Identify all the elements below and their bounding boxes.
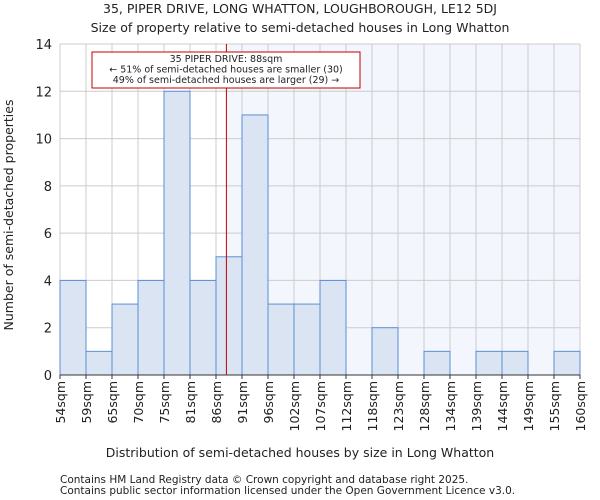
y-tick-label: 14 xyxy=(35,38,52,53)
x-tick-label: 96sqm xyxy=(261,381,276,424)
annotation-box xyxy=(91,51,361,89)
x-tick-label: 134sqm xyxy=(443,381,458,431)
annotation-line: ← 51% of semi-detached houses are smalle… xyxy=(109,65,343,76)
bar xyxy=(553,350,581,376)
bar xyxy=(501,350,529,376)
bar xyxy=(111,303,139,376)
footer-line-1: Contains HM Land Registry data © Crown c… xyxy=(60,474,468,486)
bar xyxy=(267,303,295,376)
bar xyxy=(163,90,191,376)
x-tick-label: 139sqm xyxy=(469,381,484,431)
x-tick-label: 128sqm xyxy=(417,381,432,431)
x-tick-label: 149sqm xyxy=(521,381,536,431)
chart-title: 35, PIPER DRIVE, LONG WHATTON, LOUGHBORO… xyxy=(103,1,497,16)
bar xyxy=(85,350,113,376)
bar xyxy=(371,327,399,376)
x-tick-label: 54sqm xyxy=(53,381,68,424)
bar xyxy=(319,279,347,376)
x-tick-label: 70sqm xyxy=(131,381,146,424)
x-tick-label: 123sqm xyxy=(391,381,406,431)
x-tick-label: 65sqm xyxy=(105,381,120,424)
y-tick-label: 2 xyxy=(44,322,52,337)
bar xyxy=(293,303,321,376)
bar xyxy=(241,114,269,376)
bar xyxy=(137,279,165,376)
x-tick-label: 118sqm xyxy=(365,381,380,431)
chart-subtitle: Size of property relative to semi-detach… xyxy=(91,20,510,35)
x-tick-label: 75sqm xyxy=(157,381,172,424)
x-tick-label: 155sqm xyxy=(547,381,562,431)
y-tick-label: 8 xyxy=(44,180,52,195)
footer-line-2: Contains public sector information licen… xyxy=(60,485,515,497)
x-tick-label: 86sqm xyxy=(209,381,224,424)
x-axis-label: Distribution of semi-detached houses by … xyxy=(106,445,494,460)
bar xyxy=(189,279,217,376)
x-tick-label: 107sqm xyxy=(313,381,328,431)
x-tick-label: 59sqm xyxy=(79,381,94,424)
x-tick-label: 81sqm xyxy=(183,381,198,424)
x-tick-label: 91sqm xyxy=(235,381,250,424)
x-tick-label: 144sqm xyxy=(495,381,510,431)
x-tick-label: 112sqm xyxy=(339,381,354,431)
x-tick-label: 102sqm xyxy=(287,381,302,431)
x-tick-label: 160sqm xyxy=(573,381,588,431)
y-axis-label: Number of semi-detached properties xyxy=(1,100,16,331)
bar xyxy=(475,350,503,376)
y-tick-label: 6 xyxy=(44,227,52,242)
bar xyxy=(215,256,243,376)
y-tick-label: 4 xyxy=(44,274,52,289)
annotation-line: 35 PIPER DRIVE: 88sqm xyxy=(170,54,283,65)
bar xyxy=(59,279,87,376)
annotation-line: 49% of semi-detached houses are larger (… xyxy=(113,75,340,86)
y-tick-label: 12 xyxy=(35,85,52,100)
bar xyxy=(423,350,451,376)
y-tick-label: 10 xyxy=(35,133,52,148)
y-tick-label: 0 xyxy=(44,369,52,384)
